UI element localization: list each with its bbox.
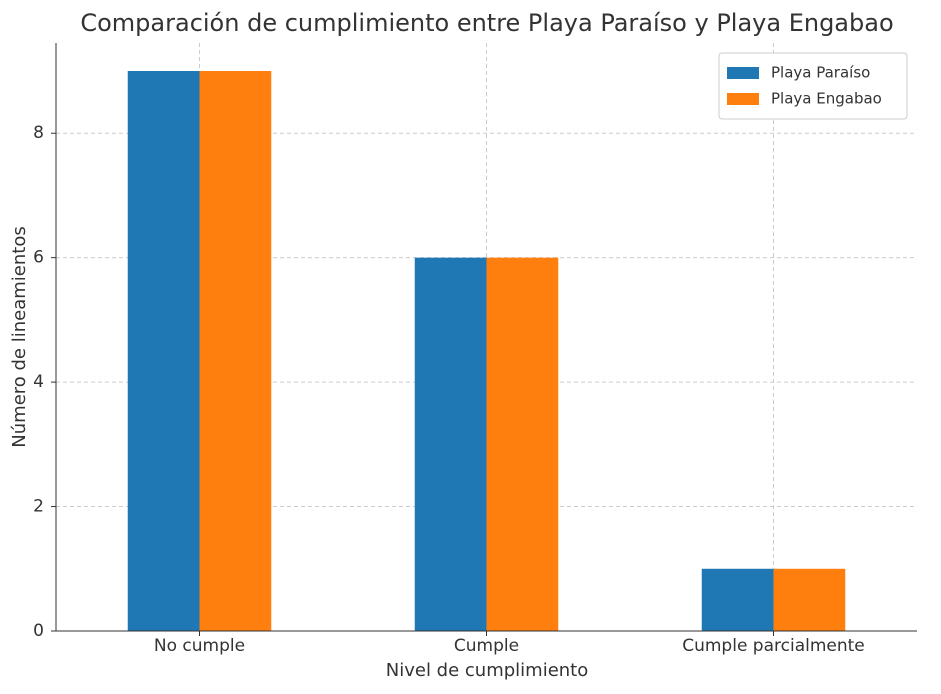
- legend-swatch: [727, 67, 759, 79]
- bar: [127, 71, 200, 631]
- bar: [701, 568, 774, 631]
- x-tick-label: No cumple: [154, 636, 245, 656]
- legend-label: Playa Engabao: [771, 90, 882, 108]
- y-tick-label: 0: [33, 621, 44, 641]
- legend: Playa Paraíso Playa Engabao: [718, 52, 908, 120]
- y-tick-label: 2: [33, 497, 44, 517]
- x-tick-label: Cumple parcialmente: [682, 636, 865, 656]
- chart-title: Comparación de cumplimiento entre Playa …: [80, 9, 893, 37]
- bar: [199, 71, 272, 631]
- legend-box: [718, 52, 908, 120]
- y-tick-label: 6: [33, 248, 44, 268]
- x-axis-label: Nivel de cumplimiento: [386, 660, 589, 681]
- bar: [414, 257, 487, 631]
- bar: [486, 257, 559, 631]
- y-tick-label: 8: [33, 123, 44, 143]
- y-axis-label: Número de lineamientos: [9, 226, 30, 447]
- bar: [773, 568, 846, 631]
- legend-swatch: [727, 93, 759, 105]
- legend-label: Playa Paraíso: [771, 64, 870, 82]
- x-tick-label: Cumple: [454, 636, 519, 656]
- y-tick-label: 4: [33, 372, 44, 392]
